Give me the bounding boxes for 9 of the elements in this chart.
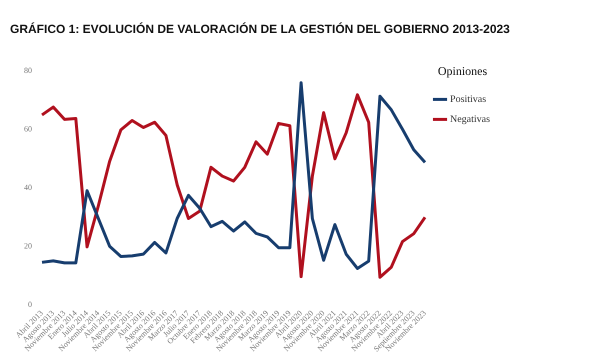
y-tick-label: 20: [24, 241, 32, 250]
legend-title: Opiniones: [438, 64, 488, 78]
chart-title: GRÁFICO 1: EVOLUCIÓN DE VALORACIÓN DE LA GESTIÓN DEL GOBIERNO 2013-2023: [10, 22, 510, 36]
y-tick-label: 60: [24, 124, 32, 134]
y-tick-label: 40: [24, 182, 32, 192]
y-tick-label: 0: [28, 300, 32, 309]
legend-label: Positivas: [450, 94, 486, 106]
legend-label: Negativas: [450, 114, 490, 126]
y-tick-label: 80: [24, 66, 32, 75]
